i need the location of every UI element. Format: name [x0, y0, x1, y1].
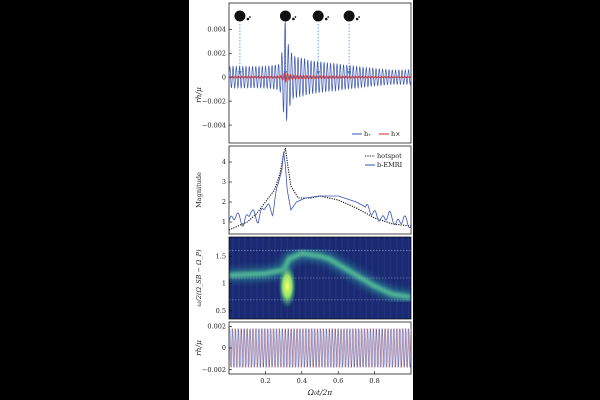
- spectrogram-texture: [380, 237, 383, 319]
- spectrogram-axes: [228, 236, 412, 320]
- spectrogram-panel: 1.5 1 0.5 ω/2(Ω_SB − Ω_P): [195, 236, 412, 320]
- magnitude-ytick-label: 3: [222, 178, 226, 186]
- spectrogram-ridge: [229, 250, 411, 300]
- legend-hotspot: hotspot: [377, 152, 402, 160]
- orbit-sketch-tertiary: [249, 16, 251, 18]
- spectrogram-texture: [383, 237, 386, 319]
- spectrogram-texture: [301, 237, 304, 319]
- waveform-ytick-label: 0: [222, 73, 226, 81]
- spectrogram-texture: [404, 237, 407, 319]
- rotating-hplus-line: [228, 327, 412, 369]
- orbit-sketch-secondary: [355, 17, 359, 21]
- spectrogram-texture: [310, 237, 313, 319]
- spectrogram-texture: [316, 237, 319, 319]
- orbit-sketch-primary: [279, 10, 291, 22]
- spectrogram-ytick-label: 0.5: [216, 307, 226, 315]
- waveform-ylabel: rh/μ: [194, 87, 203, 103]
- orbit-sketch-tertiary: [358, 16, 361, 18]
- legend-bemri: b-EMRI: [377, 161, 403, 169]
- magnitude-ylabel: Magnitude: [195, 172, 203, 208]
- spectrogram-texture: [401, 237, 404, 319]
- rotating-ytick-label: 0: [222, 344, 226, 352]
- orbit-sketch-primary: [312, 10, 324, 22]
- spectrogram-texture: [398, 237, 401, 319]
- rotating-xtick-label: 0.4: [297, 377, 307, 385]
- spectrogram-texture: [338, 237, 340, 319]
- legend-hplus: h₊: [364, 130, 372, 138]
- spectrogram-texture: [323, 237, 325, 319]
- spectrogram-texture: [298, 237, 301, 319]
- spectrogram-ytick-label: 1.5: [216, 252, 226, 260]
- rotating-waveform-panel: 0.002 0 −0.002 0.2 0.4 0.6 0.8 rh/μ Ω₀t/2π: [194, 321, 412, 397]
- figure-panel: 0.004 0.002 0 −0.002 −0.004 rh/μ h₊ h× 4 3 2 1 …: [189, 0, 413, 400]
- rotating-ytick-label: −0.002: [202, 366, 226, 374]
- waveform-ytick-label: −0.002: [202, 97, 226, 105]
- rotating-xtick-label: 0.2: [260, 377, 270, 385]
- waveform-ytick-label: 0.002: [207, 49, 226, 57]
- magnitude-ytick-label: 4: [222, 158, 226, 166]
- chart-figure: 0.004 0.002 0 −0.002 −0.004 rh/μ h₊ h× 4 3 2 1 …: [194, 2, 412, 397]
- waveform-ytick-label: 0.004: [207, 26, 226, 34]
- rotating-xlabel: Ω₀t/2π: [307, 388, 334, 397]
- orbit-sketch-tertiary: [327, 16, 330, 18]
- magnitude-legend: hotspot b-EMRI: [365, 152, 403, 169]
- waveform-ytick-label: −0.004: [202, 121, 226, 129]
- orbit-sketch-secondary: [246, 17, 250, 21]
- spectrogram-texture: [407, 237, 410, 319]
- legend-hcross: h×: [391, 130, 401, 138]
- spectrogram-texture: [386, 237, 389, 319]
- spectrogram-texture: [304, 237, 307, 319]
- magnitude-ytick-label: 2: [222, 198, 226, 206]
- spectrogram-texture: [392, 237, 395, 319]
- spectrogram-texture: [329, 237, 331, 319]
- rotating-xtick-label: 0.6: [333, 377, 343, 385]
- spectrogram-texture: [326, 237, 328, 319]
- spectrogram-ytick-label: 1: [222, 280, 226, 288]
- hcross-series-line: [228, 72, 412, 84]
- spectrogram-hotspot: [278, 264, 297, 309]
- spectrogram-texture: [344, 237, 346, 319]
- spectrogram-texture: [313, 237, 316, 319]
- rotating-xtick-label: 0.8: [369, 377, 379, 385]
- waveform-panel: 0.004 0.002 0 −0.002 −0.004 rh/μ h₊ h×: [194, 2, 412, 144]
- spectrogram-texture: [395, 237, 398, 319]
- spectrogram-texture: [320, 237, 322, 319]
- magnitude-ytick-label: 1: [222, 218, 226, 226]
- orbit-sketch-primary: [343, 10, 355, 22]
- spectrogram-texture: [374, 237, 377, 319]
- bemri-series-line: [228, 151, 412, 229]
- orbit-sketch-secondary: [324, 17, 328, 21]
- spectrogram-texture: [335, 237, 337, 319]
- magnitude-panel: 4 3 2 1 Magnitude hotspot b-EMRI: [195, 145, 412, 235]
- hplus-series-line: [228, 21, 412, 121]
- spectrogram-texture: [389, 237, 392, 319]
- magnitude-axes: [228, 145, 412, 235]
- rotating-ytick-label: 0.002: [207, 323, 226, 331]
- spectrogram-texture: [341, 237, 343, 319]
- spectrogram-texture: [332, 237, 334, 319]
- spectrogram-texture: [307, 237, 310, 319]
- orbit-sketch-tertiary: [294, 16, 297, 18]
- spectrogram-ylabel: ω/2(Ω_SB − Ω_P): [195, 249, 203, 307]
- orbit-sketch-primary: [234, 10, 246, 22]
- orbit-sketch-secondary: [292, 17, 295, 21]
- spectrogram-texture: [377, 237, 380, 319]
- rotating-ylabel: rh/μ: [194, 340, 203, 356]
- waveform-legend: h₊ h×: [352, 130, 401, 138]
